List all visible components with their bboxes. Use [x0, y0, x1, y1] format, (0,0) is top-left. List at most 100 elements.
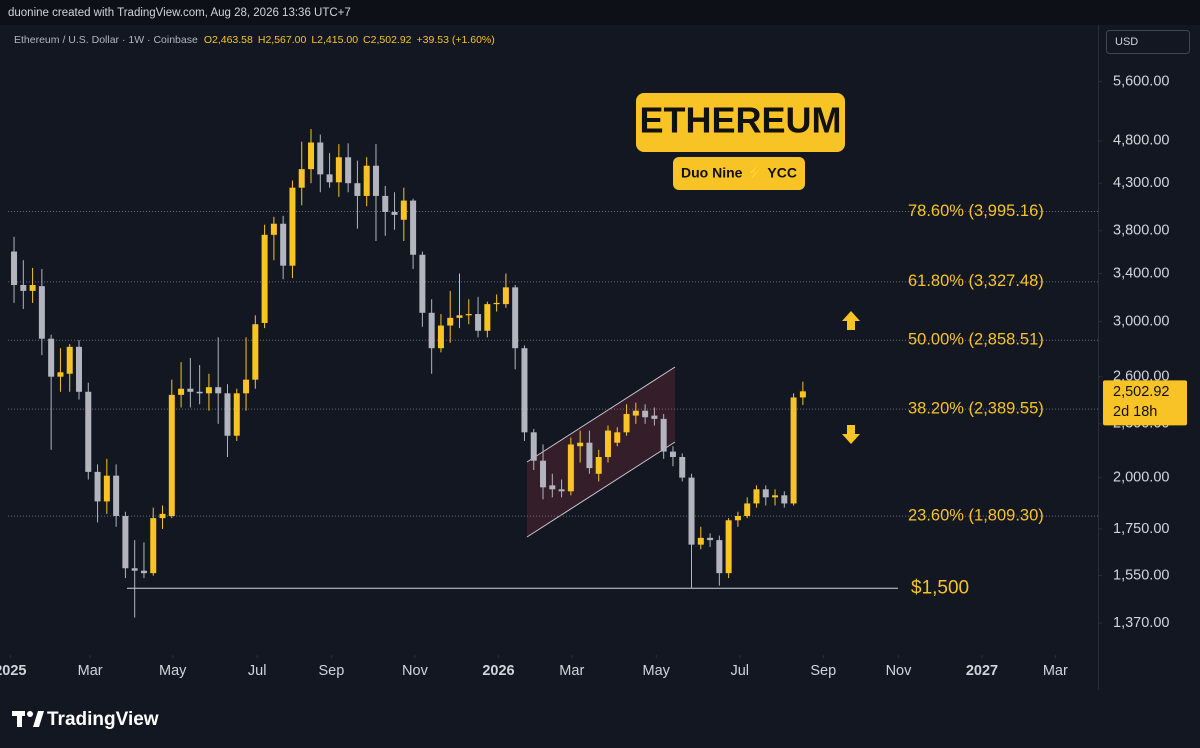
candle-body	[549, 485, 556, 490]
candle-body	[502, 287, 509, 305]
ohlc-value: O2,463.58	[204, 34, 253, 46]
ohlc-value: H2,567.00	[258, 34, 307, 46]
candle-body	[150, 518, 157, 574]
candle-body	[196, 391, 203, 394]
arrow-stem	[847, 425, 855, 435]
candle-body	[215, 387, 222, 394]
channel-lower	[526, 441, 676, 538]
candle-body	[205, 387, 212, 394]
x-tick-label: Jul	[730, 663, 749, 679]
x-tick-label: Mar	[78, 663, 103, 679]
candle-body	[354, 183, 361, 196]
candle-body	[187, 388, 194, 392]
channel-upper	[526, 366, 676, 463]
candle-body	[614, 432, 621, 443]
candle-body	[799, 391, 806, 398]
candle-body	[391, 211, 398, 215]
y-tick-label: 3,000.00	[1113, 313, 1169, 329]
candle-body	[317, 142, 324, 175]
candle-body	[493, 302, 500, 305]
y-tick-label: 2,000.00	[1113, 469, 1169, 485]
fib-label: 78.60% (3,995.16)	[908, 202, 1044, 220]
candle-body	[113, 475, 120, 516]
candle-body	[781, 495, 788, 504]
candle-body	[707, 537, 714, 541]
candle-body	[94, 471, 101, 502]
x-tick-label: 2026	[482, 663, 514, 679]
candle-body	[679, 457, 686, 478]
subtitle: Duo Nine ⚡ YCC	[681, 165, 797, 182]
support-label: $1,500	[911, 577, 969, 598]
logo-slash	[33, 711, 44, 727]
fib-label: 50.00% (2,858.51)	[908, 331, 1044, 349]
candle-body	[140, 570, 147, 574]
candle-body	[57, 372, 64, 377]
top-bar	[0, 0, 1200, 25]
x-tick-label: May	[159, 663, 187, 679]
candle-body	[270, 223, 277, 235]
candle-body	[725, 520, 732, 574]
candle-body	[512, 287, 519, 349]
candle-body	[345, 157, 352, 184]
candle-body	[623, 413, 630, 433]
currency-box	[1106, 30, 1190, 54]
arrow-down	[842, 425, 860, 444]
footer-brand: TradingView	[47, 709, 159, 730]
candle-body	[558, 489, 565, 492]
y-tick-label: 5,600.00	[1113, 73, 1169, 89]
candle-body	[521, 348, 528, 433]
last-price: 2,502.92	[1113, 384, 1169, 400]
arrow-stem	[847, 320, 855, 330]
candle-body	[437, 325, 444, 349]
x-tick-label: Sep	[810, 663, 836, 679]
candle-body	[753, 489, 760, 504]
candle-body	[410, 200, 417, 255]
candle-body	[567, 444, 574, 492]
y-tick-label: 1,750.00	[1113, 521, 1169, 537]
candle-body	[178, 388, 185, 395]
candle-body	[261, 234, 268, 323]
footer-logo	[12, 711, 44, 727]
candle-body	[289, 187, 296, 266]
candle-body	[233, 393, 240, 436]
symbol-info: Ethereum / U.S. Dollar · 1W · Coinbase	[14, 34, 198, 46]
candle-body	[335, 157, 342, 183]
candle-body	[632, 410, 639, 416]
candle-body	[651, 415, 658, 419]
plot-area	[8, 129, 1098, 618]
y-tick-label: 3,800.00	[1113, 223, 1169, 239]
candle-body	[326, 174, 333, 183]
logo-stem	[17, 711, 22, 727]
candle-body	[734, 515, 741, 521]
fib-label: 38.20% (2,389.55)	[908, 400, 1044, 418]
candle-body	[363, 165, 370, 196]
arrow-head	[842, 311, 860, 321]
candle-body	[20, 285, 27, 291]
candle-body	[530, 432, 537, 461]
ohlc-value: +39.53 (+1.60%)	[417, 34, 495, 46]
candle-body	[131, 568, 138, 571]
subtitle-badge	[673, 157, 805, 190]
candle-body	[400, 200, 407, 220]
countdown: 2d 18h	[1113, 404, 1157, 420]
arrow-head	[842, 434, 860, 444]
candle-body	[772, 495, 779, 498]
ohlc-value: L2,415.00	[311, 34, 358, 46]
x-tick-label: Sep	[319, 663, 345, 679]
last-price-box	[1103, 380, 1187, 426]
chart-title: ETHEREUM	[639, 100, 841, 141]
candle-body	[465, 314, 472, 316]
candle-body	[456, 315, 463, 318]
candle-body	[762, 489, 769, 498]
candle-body	[38, 286, 45, 339]
fib-label: 23.60% (1,809.30)	[908, 507, 1044, 525]
x-tick-label: Jul	[248, 663, 267, 679]
currency: USD	[1115, 36, 1138, 48]
candle-body	[428, 312, 435, 349]
candle-body	[660, 418, 667, 452]
y-tick-label: 1,370.00	[1113, 615, 1169, 631]
y-tick-label: 1,550.00	[1113, 567, 1169, 583]
